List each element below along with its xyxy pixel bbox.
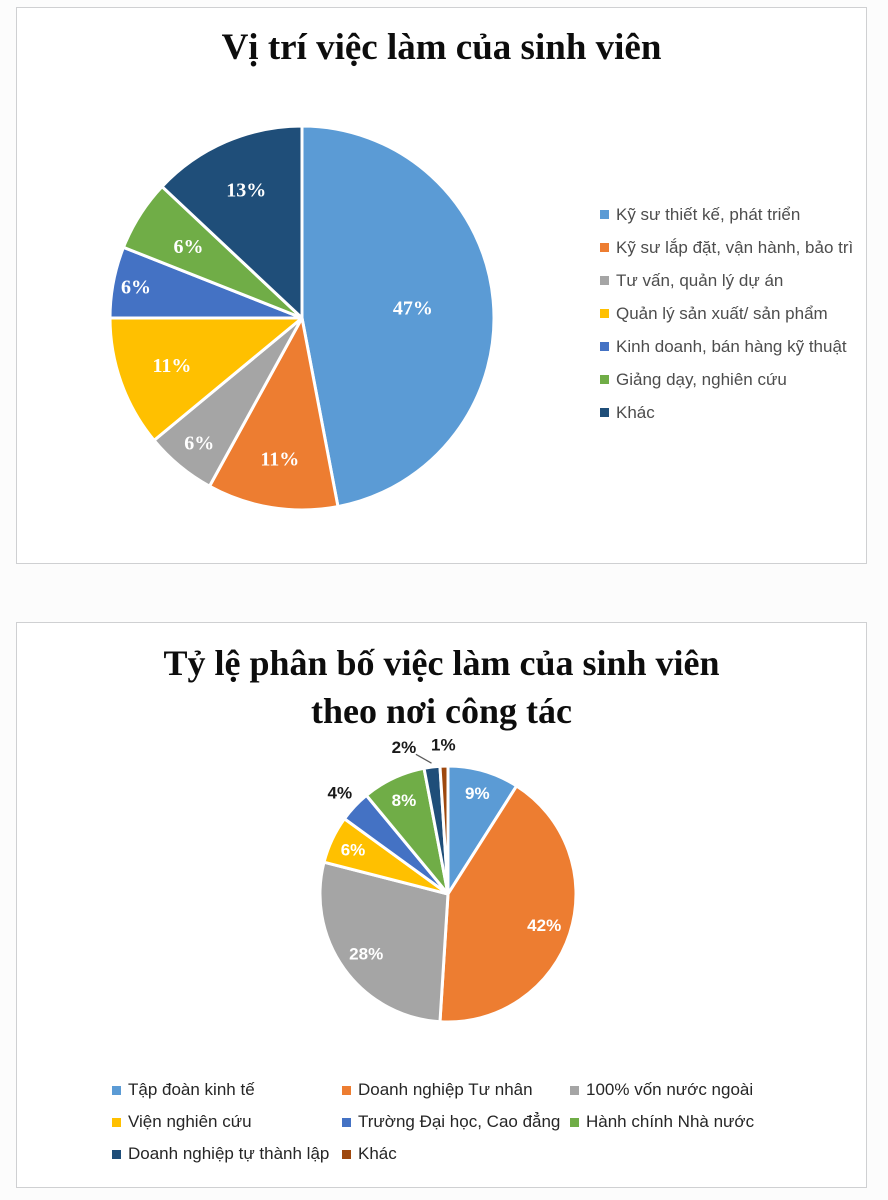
legend-item: Khác	[600, 396, 853, 429]
legend-item: Tập đoàn kinh tế	[112, 1074, 342, 1106]
legend-swatch	[600, 276, 609, 285]
pie-chart-job-positions: 47% 11% 6% 11% 6% 6% 13%	[108, 124, 496, 512]
legend-label: Quản lý sản xuất/ sản phẩm	[616, 303, 828, 323]
legend-swatch	[600, 408, 609, 417]
legend-item: Hành chính Nhà nước	[570, 1106, 830, 1138]
chart-title: Tỷ lệ phân bố việc làm của sinh viên the…	[17, 639, 866, 735]
chart-title-line-1: Tỷ lệ phân bố việc làm của sinh viên	[163, 643, 720, 683]
pie-slice-label: 6%	[121, 276, 151, 298]
legend-job-positions: Kỹ sư thiết kế, phát triển Kỹ sư lắp đặt,…	[600, 198, 853, 429]
pie-slice	[438, 784, 578, 1024]
legend-label: Khác	[358, 1144, 397, 1163]
label-leader-line	[415, 753, 432, 764]
legend-swatch	[342, 1117, 351, 1127]
legend-item: Doanh nghiệp tự thành lập	[112, 1138, 342, 1170]
legend-label: 100% vốn nước ngoài	[586, 1080, 754, 1099]
legend-swatch	[112, 1085, 121, 1095]
pie-slice	[160, 124, 304, 320]
pie-slice-label: 2%	[392, 738, 417, 757]
pie-slice-label: 28%	[349, 944, 383, 963]
pie-slice-label: 11%	[260, 448, 299, 470]
pie-slice-label: 47%	[393, 298, 433, 320]
legend-swatch	[570, 1117, 579, 1127]
pie-slice	[318, 860, 450, 1024]
legend-item: Khác	[342, 1138, 570, 1170]
pie-slice-label: 4%	[328, 783, 353, 802]
legend-item: Tư vấn, quản lý dự án	[600, 264, 853, 297]
pie-slice-label: 8%	[392, 791, 417, 810]
legend-label: Kỹ sư lắp đặt, vận hành, bảo trì	[616, 237, 854, 257]
pie-slice-label: 13%	[226, 179, 266, 201]
legend-label: Doanh nghiệp Tư nhân	[358, 1080, 533, 1099]
legend-swatch	[112, 1149, 121, 1159]
legend-workplaces: Tập đoàn kinh tế Doanh nghiệp Tư nhân 100%…	[112, 1074, 830, 1170]
pie-slice-label: 1%	[431, 735, 456, 754]
legend-label: Khác	[616, 402, 655, 422]
legend-item: Giảng dạy, nghiên cứu	[600, 363, 853, 396]
legend-label: Tư vấn, quản lý dự án	[616, 270, 784, 290]
legend-swatch	[570, 1085, 579, 1095]
pie-slice	[108, 316, 304, 442]
legend-swatch	[112, 1117, 121, 1127]
legend-item: Kỹ sư thiết kế, phát triển	[600, 198, 853, 231]
pie-slice	[438, 764, 450, 896]
legend-label: Kỹ sư thiết kế, phát triển	[616, 204, 801, 224]
legend-label: Kinh doanh, bán hàng kỹ thuật	[616, 336, 847, 356]
chart-panel-workplaces: Tỷ lệ phân bố việc làm của sinh viên the…	[16, 622, 867, 1188]
legend-item: Doanh nghiệp Tư nhân	[342, 1074, 570, 1106]
legend-label: Tập đoàn kinh tế	[128, 1080, 255, 1099]
legend-label: Doanh nghiệp tự thành lập	[128, 1144, 330, 1163]
pie-chart-workplaces: 9% 42% 28% 6% 4% 8% 2% 1%	[318, 735, 578, 1024]
legend-item: Kinh doanh, bán hàng kỹ thuật	[600, 330, 853, 363]
legend-swatch	[600, 375, 609, 384]
chart-title: Vị trí việc làm của sinh viên	[221, 27, 662, 68]
legend-swatch	[600, 342, 609, 351]
pie-slice-label: 6%	[174, 236, 204, 258]
legend-item: Kỹ sư lắp đặt, vận hành, bảo trì	[600, 231, 853, 264]
pie-slice-label: 6%	[184, 432, 214, 454]
legend-swatch	[600, 309, 609, 318]
legend-label: Viện nghiên cứu	[128, 1112, 252, 1131]
legend-label: Giảng dạy, nghiên cứu	[616, 369, 787, 389]
legend-swatch	[342, 1085, 351, 1095]
pie-slice-label: 9%	[465, 784, 490, 803]
chart-panel-job-positions: Vị trí việc làm của sinh viên 47% 11% 6% 11…	[16, 7, 867, 564]
legend-swatch	[342, 1149, 351, 1159]
legend-item: Viện nghiên cứu	[112, 1106, 342, 1138]
legend-swatch	[600, 243, 609, 252]
pie-slice-label: 42%	[527, 916, 561, 935]
legend-label: Trường Đại học, Cao đẳng	[358, 1112, 561, 1131]
chart-title-line-2: theo nơi công tác	[311, 691, 572, 731]
pie-slice-label: 11%	[152, 355, 191, 377]
pie-slice	[208, 316, 340, 512]
pie-slice	[300, 124, 496, 509]
legend-item: Quản lý sản xuất/ sản phẩm	[600, 297, 853, 330]
legend-swatch	[600, 210, 609, 219]
legend-item: 100% vốn nước ngoài	[570, 1074, 830, 1106]
legend-label: Hành chính Nhà nước	[586, 1112, 755, 1131]
pie-slice-label: 6%	[341, 840, 366, 859]
legend-item: Trường Đại học, Cao đẳng	[342, 1106, 570, 1138]
